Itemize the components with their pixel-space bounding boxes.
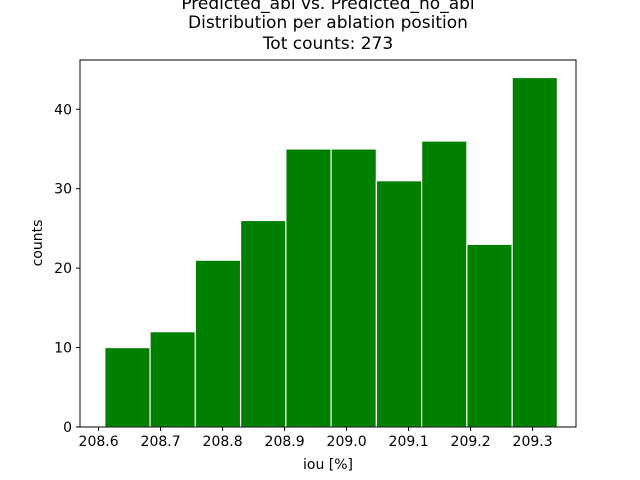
x-tick-label: 208.9 bbox=[265, 434, 305, 450]
histogram-bar bbox=[149, 331, 196, 428]
plot-frame bbox=[79, 59, 577, 428]
x-tick-label: 208.6 bbox=[79, 434, 119, 450]
x-axis-label: iou [%] bbox=[303, 457, 353, 473]
histogram-bar bbox=[239, 219, 287, 428]
x-tick-label: 209.0 bbox=[327, 434, 367, 450]
histogram-bar bbox=[466, 243, 513, 428]
chart-title-line-2: Distribution per ablation position bbox=[188, 13, 468, 33]
histogram-bars bbox=[104, 76, 559, 428]
histogram-bar bbox=[194, 259, 242, 428]
histogram-bar bbox=[285, 148, 332, 428]
histogram-bar bbox=[104, 346, 151, 428]
y-tick-label: 0 bbox=[63, 420, 72, 436]
chart-title-line-1: Predicted_abl vs. Predicted_no_abl bbox=[181, 0, 474, 14]
histogram-bar bbox=[330, 148, 377, 428]
x-axis-ticks: 208.6 208.7 208.8 208.9 209.0 209.1 209.2 209.3 bbox=[79, 427, 553, 450]
histogram-bar bbox=[375, 180, 423, 428]
x-tick-label: 208.7 bbox=[141, 434, 181, 450]
x-tick-label: 208.8 bbox=[203, 434, 243, 450]
x-tick-label: 209.2 bbox=[451, 434, 491, 450]
y-tick-label: 20 bbox=[54, 261, 72, 277]
x-tick-label: 209.1 bbox=[389, 434, 429, 450]
chart-title-line-3: Tot counts: 273 bbox=[262, 34, 393, 54]
y-tick-label: 10 bbox=[54, 341, 72, 357]
y-tick-label: 30 bbox=[54, 182, 72, 198]
y-axis-ticks: 0 10 20 30 40 bbox=[54, 102, 80, 436]
y-tick-label: 40 bbox=[54, 102, 72, 118]
histogram-bar bbox=[421, 140, 468, 428]
y-axis-label: counts bbox=[30, 220, 46, 267]
histogram-bar bbox=[511, 76, 559, 428]
x-tick-label: 209.3 bbox=[513, 434, 553, 450]
